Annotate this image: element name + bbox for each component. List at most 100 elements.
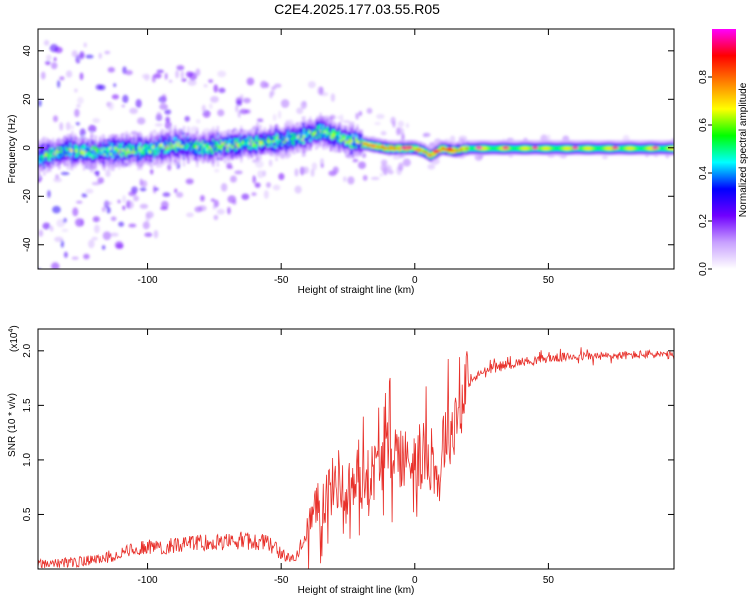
heatmap-cell: [166, 158, 169, 161]
heatmap-cell: [191, 145, 194, 149]
heatmap-cell: [99, 160, 102, 164]
heatmap-cell: [294, 134, 297, 138]
heatmap-cell: [63, 163, 67, 167]
heatmap-cell: [128, 133, 131, 136]
heatmap-cell: [304, 145, 308, 148]
heatmap-cell: [90, 170, 93, 173]
heatmap-cell: [279, 133, 283, 136]
heatmap-cell: [238, 132, 241, 135]
heatmap-cell: [344, 130, 347, 134]
heatmap-cell: [97, 145, 100, 149]
heatmap-cell: [290, 148, 293, 152]
heatmap-cell: [231, 143, 234, 147]
heatmap-cell: [50, 144, 53, 147]
heatmap-cell: [542, 140, 546, 143]
heatmap-cell: [359, 134, 362, 137]
heatmap-cell: [182, 132, 186, 135]
heatmap-cell: [60, 240, 64, 248]
heatmap-cell: [231, 146, 234, 149]
heatmap-cell: [172, 137, 175, 140]
heatmap-cell: [331, 135, 334, 139]
heatmap-cell: [225, 144, 228, 147]
heatmap-cell: [294, 129, 297, 132]
heatmap-cell: [297, 138, 300, 141]
heatmap-cell: [128, 149, 131, 152]
heatmap-cell: [453, 142, 456, 145]
heatmap-cell: [81, 141, 84, 144]
heatmap-cell: [282, 131, 286, 134]
heatmap-cell: [246, 137, 249, 140]
heatmap-cell: [493, 140, 496, 143]
heatmap-cell: [97, 144, 100, 147]
heatmap-cell: [270, 89, 275, 96]
heatmap-cell: [269, 150, 272, 154]
heatmap-cell: [228, 136, 231, 140]
heatmap-cell: [87, 148, 90, 151]
heatmap-cell: [141, 139, 144, 142]
heatmap-cell: [124, 69, 133, 76]
heatmap-cell: [351, 143, 355, 146]
heatmap-cell: [347, 149, 350, 152]
heatmap-cell: [43, 166, 46, 170]
heatmap-cell: [251, 141, 255, 145]
heatmap-cell: [229, 151, 233, 154]
heatmap-cell: [346, 130, 349, 133]
heatmap-cell: [80, 152, 83, 155]
heatmap-cell: [392, 155, 401, 160]
heatmap-cell: [332, 134, 336, 137]
heatmap-cell: [90, 166, 93, 170]
heatmap-cell: [297, 130, 300, 134]
heatmap-cell: [105, 152, 108, 155]
heatmap-cell: [257, 147, 261, 150]
heatmap-cell: [128, 151, 131, 155]
heatmap-cell: [119, 163, 122, 166]
heatmap-cell: [59, 161, 62, 165]
heatmap-cell: [68, 149, 71, 152]
heatmap-cell: [266, 145, 269, 148]
heatmap-cell: [160, 200, 169, 209]
heatmap-cell: [250, 147, 253, 150]
heatmap-cell: [75, 155, 78, 158]
heatmap-cell: [110, 159, 114, 162]
heatmap-cell: [124, 140, 127, 143]
heatmap-cell: [197, 137, 200, 141]
heatmap-cell: [81, 157, 84, 160]
heatmap-cell: [265, 151, 268, 154]
heatmap-cell: [185, 178, 194, 185]
heatmap-cell: [265, 147, 268, 151]
heatmap-cell: [213, 142, 216, 146]
heatmap-cell: [157, 153, 161, 156]
heatmap-cell: [271, 137, 274, 141]
heatmap-cell: [62, 141, 65, 144]
heatmap-cell: [235, 141, 239, 144]
heatmap-cell: [65, 138, 68, 141]
heatmap-cell: [150, 148, 153, 151]
heatmap-cell: [528, 140, 531, 143]
heatmap-cell: [110, 134, 114, 137]
heatmap-cell: [154, 159, 158, 163]
heatmap-cell: [284, 125, 287, 129]
heatmap-cell: [60, 154, 64, 157]
heatmap-cell: [178, 152, 181, 156]
heatmap-cell: [357, 161, 367, 170]
heatmap-cell: [251, 136, 255, 139]
heatmap-cell: [105, 143, 108, 147]
heatmap-cell: [68, 155, 71, 158]
heatmap-cell: [331, 139, 334, 143]
heatmap-cell: [110, 232, 119, 237]
heatmap-cell: [288, 143, 291, 146]
heatmap-cell: [321, 131, 324, 135]
heatmap-cell: [52, 162, 55, 165]
heatmap-cell: [202, 143, 205, 146]
heatmap-cell: [429, 147, 433, 150]
heatmap-cell: [82, 138, 86, 142]
heatmap-cell: [172, 151, 175, 155]
heatmap-cell: [257, 139, 261, 142]
heatmap-cell: [337, 129, 340, 132]
heatmap-cell: [319, 130, 322, 133]
heatmap-cell: [156, 69, 164, 74]
heatmap-cell: [244, 152, 247, 156]
heatmap-cell: [266, 147, 269, 150]
heatmap-cell: [300, 127, 303, 131]
